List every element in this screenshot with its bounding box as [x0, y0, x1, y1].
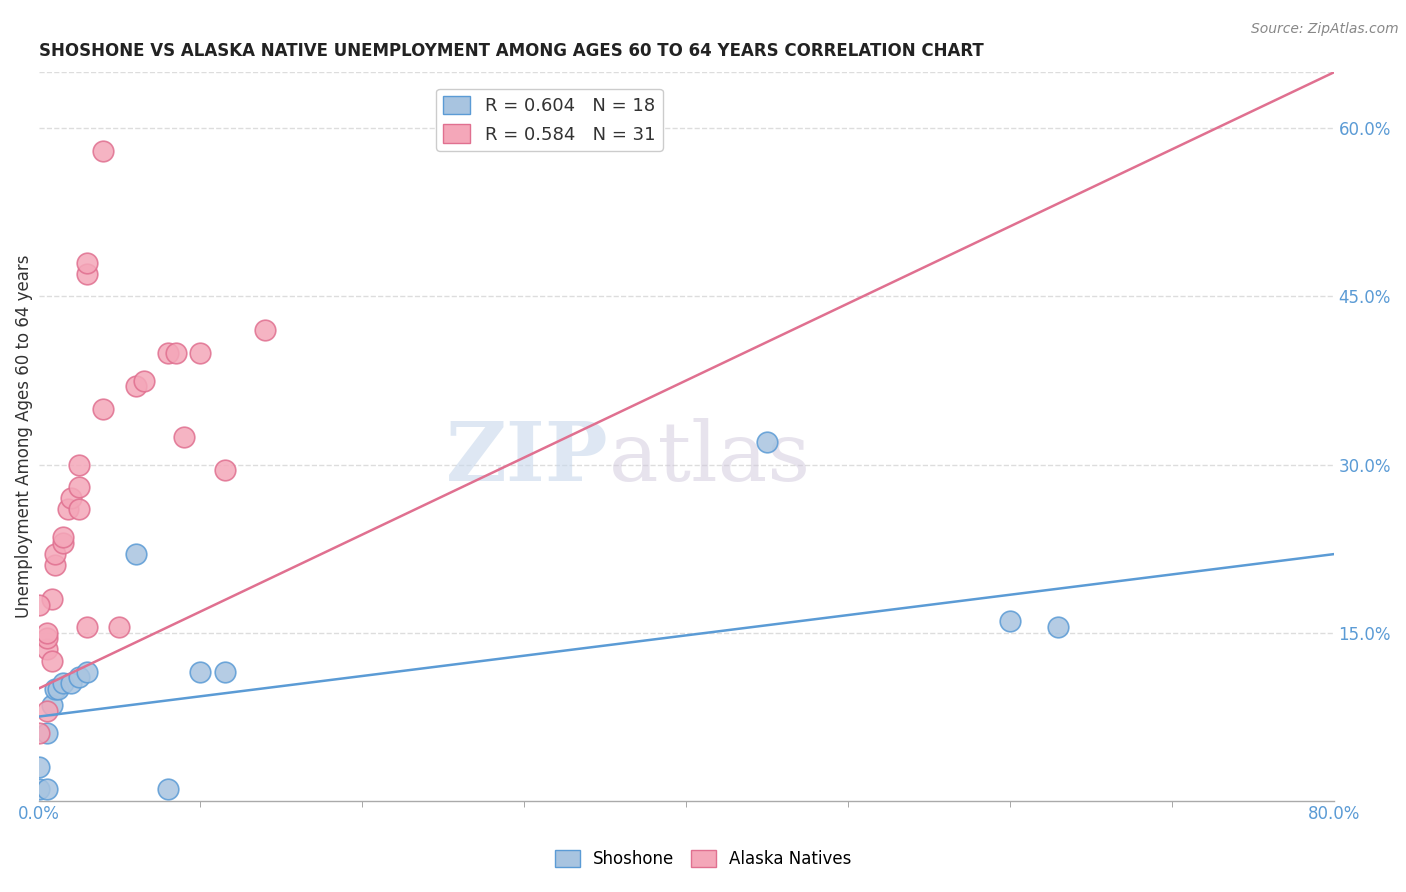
- Point: [35, 642, 58, 657]
- Point: [44, 558, 66, 573]
- Point: [41, 591, 63, 606]
- Point: [67, 670, 90, 684]
- Point: [56, 502, 79, 516]
- Point: [59, 676, 82, 690]
- Point: [91, 401, 114, 416]
- Point: [35, 631, 58, 645]
- Point: [756, 435, 779, 450]
- Point: [125, 379, 148, 393]
- Point: [52, 676, 75, 690]
- Point: [165, 345, 187, 359]
- Point: [157, 782, 180, 797]
- Text: ZIP: ZIP: [446, 418, 609, 499]
- Point: [52, 530, 75, 544]
- Point: [44, 681, 66, 696]
- Point: [173, 429, 195, 443]
- Point: [52, 536, 75, 550]
- Point: [125, 547, 148, 561]
- Point: [190, 345, 212, 359]
- Point: [132, 374, 155, 388]
- Text: atlas: atlas: [609, 418, 810, 499]
- Point: [46, 681, 69, 696]
- Point: [157, 345, 180, 359]
- Point: [27, 726, 49, 740]
- Point: [214, 463, 236, 477]
- Point: [76, 665, 98, 679]
- Point: [998, 615, 1021, 629]
- Legend: Shoshone, Alaska Natives: Shoshone, Alaska Natives: [548, 843, 858, 875]
- Point: [35, 782, 58, 797]
- Point: [67, 480, 90, 494]
- Point: [35, 625, 58, 640]
- Point: [35, 704, 58, 718]
- Point: [27, 782, 49, 797]
- Point: [67, 502, 90, 516]
- Text: Source: ZipAtlas.com: Source: ZipAtlas.com: [1251, 22, 1399, 37]
- Point: [44, 547, 66, 561]
- Point: [27, 760, 49, 774]
- Point: [41, 698, 63, 713]
- Text: SHOSHONE VS ALASKA NATIVE UNEMPLOYMENT AMONG AGES 60 TO 64 YEARS CORRELATION CHA: SHOSHONE VS ALASKA NATIVE UNEMPLOYMENT A…: [38, 42, 983, 60]
- Point: [35, 726, 58, 740]
- Point: [59, 491, 82, 505]
- Point: [76, 620, 98, 634]
- Legend: R = 0.604   N = 18, R = 0.584   N = 31: R = 0.604 N = 18, R = 0.584 N = 31: [436, 88, 662, 151]
- Point: [76, 256, 98, 270]
- Point: [254, 323, 277, 337]
- Point: [190, 665, 212, 679]
- Point: [214, 665, 236, 679]
- Point: [41, 654, 63, 668]
- Point: [1047, 620, 1070, 634]
- Point: [108, 620, 131, 634]
- Y-axis label: Unemployment Among Ages 60 to 64 years: Unemployment Among Ages 60 to 64 years: [15, 255, 32, 618]
- Point: [67, 458, 90, 472]
- Point: [27, 598, 49, 612]
- Point: [91, 144, 114, 158]
- Point: [76, 267, 98, 281]
